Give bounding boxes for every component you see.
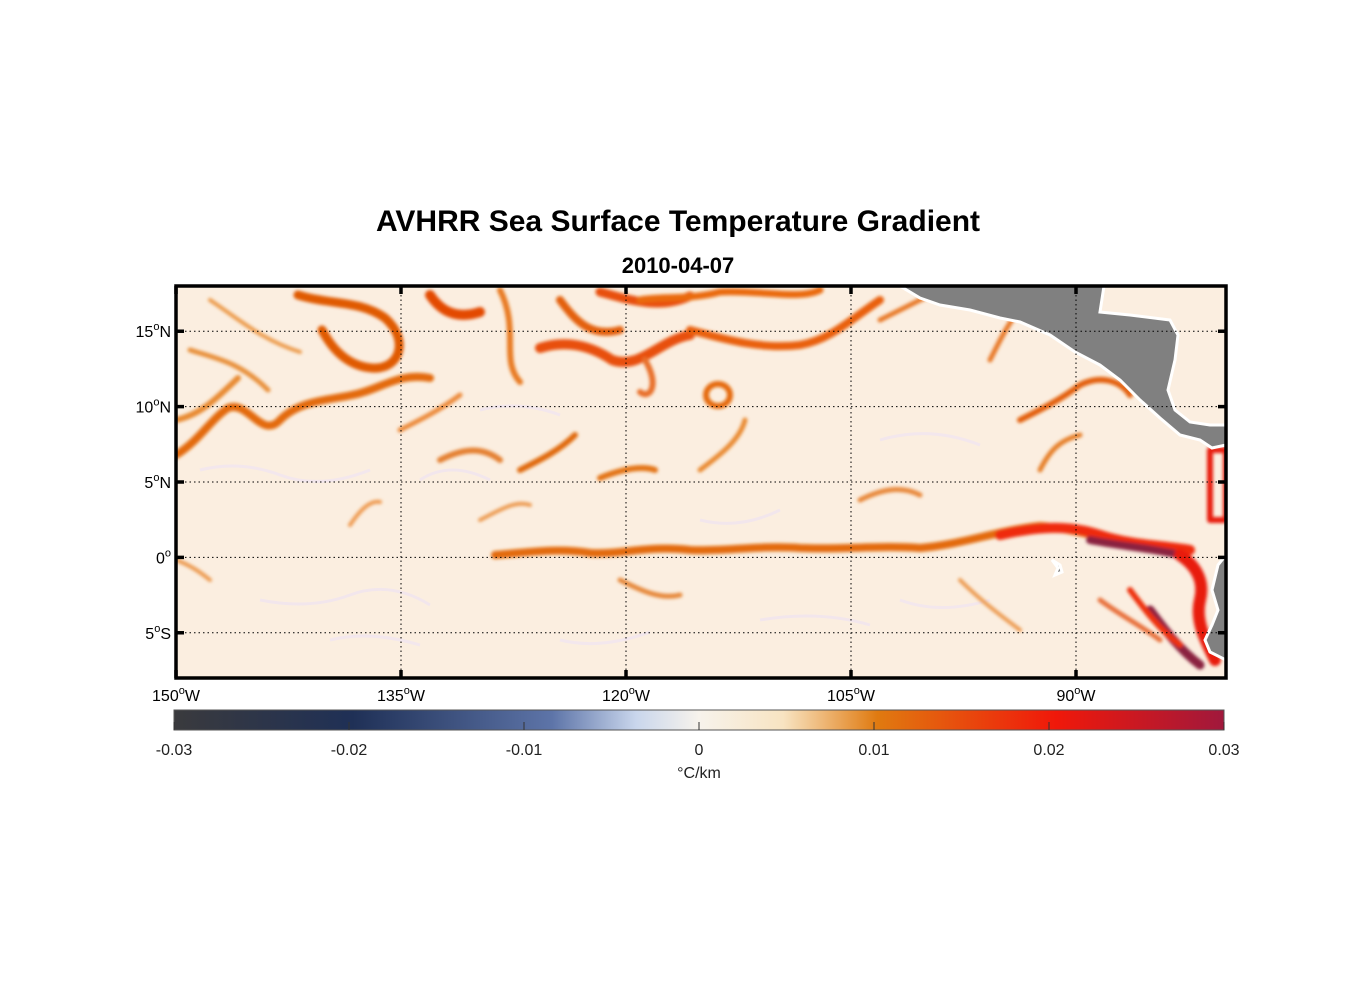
chart-subtitle: 2010-04-07 bbox=[621, 253, 735, 278]
sst-fronts bbox=[176, 286, 1226, 670]
lat-tick-label: 10oN bbox=[136, 397, 171, 417]
colorbar-tick-label: 0.01 bbox=[858, 742, 889, 759]
galapagos-islands bbox=[1050, 558, 1064, 578]
longitude-labels: 150oW 135oW 120oW 105oW 90oW bbox=[152, 685, 1096, 705]
lat-tick-label: 5oS bbox=[145, 623, 171, 643]
lon-tick-label: 105oW bbox=[827, 685, 876, 705]
lat-tick-label: 0o bbox=[156, 547, 171, 567]
colorbar-unit-label: °C/km bbox=[677, 765, 721, 782]
colorbar-tick-label: -0.02 bbox=[331, 742, 368, 759]
colorbar-tick-label: 0.03 bbox=[1208, 742, 1239, 759]
chart-title: AVHRR Sea Surface Temperature Gradient bbox=[375, 205, 981, 238]
ocean-background bbox=[176, 286, 1226, 678]
map-area bbox=[176, 286, 1226, 678]
lon-tick-label: 90oW bbox=[1056, 685, 1096, 705]
lat-tick-label: 15oN bbox=[136, 321, 171, 341]
colorbar-tick-label: -0.03 bbox=[156, 742, 193, 759]
colorbar-tick-label: 0.02 bbox=[1033, 742, 1064, 759]
background-texture bbox=[199, 404, 991, 647]
colorbar-tick-label: 0 bbox=[695, 742, 704, 759]
frame-ticks bbox=[174, 286, 1226, 678]
lon-tick-label: 120oW bbox=[602, 685, 651, 705]
central-america-landmass bbox=[897, 286, 1226, 450]
lon-tick-label: 135oW bbox=[377, 685, 426, 705]
lon-tick-label: 150oW bbox=[152, 685, 201, 705]
latitude-labels: 15oN 10oN 5oN 0o 5oS bbox=[136, 321, 171, 643]
colorbar-tick-label: -0.01 bbox=[506, 742, 543, 759]
colorbar-ticks: -0.03 -0.02 -0.01 0 0.01 0.02 0.03 bbox=[156, 722, 1240, 759]
lat-tick-label: 5oN bbox=[144, 472, 171, 492]
